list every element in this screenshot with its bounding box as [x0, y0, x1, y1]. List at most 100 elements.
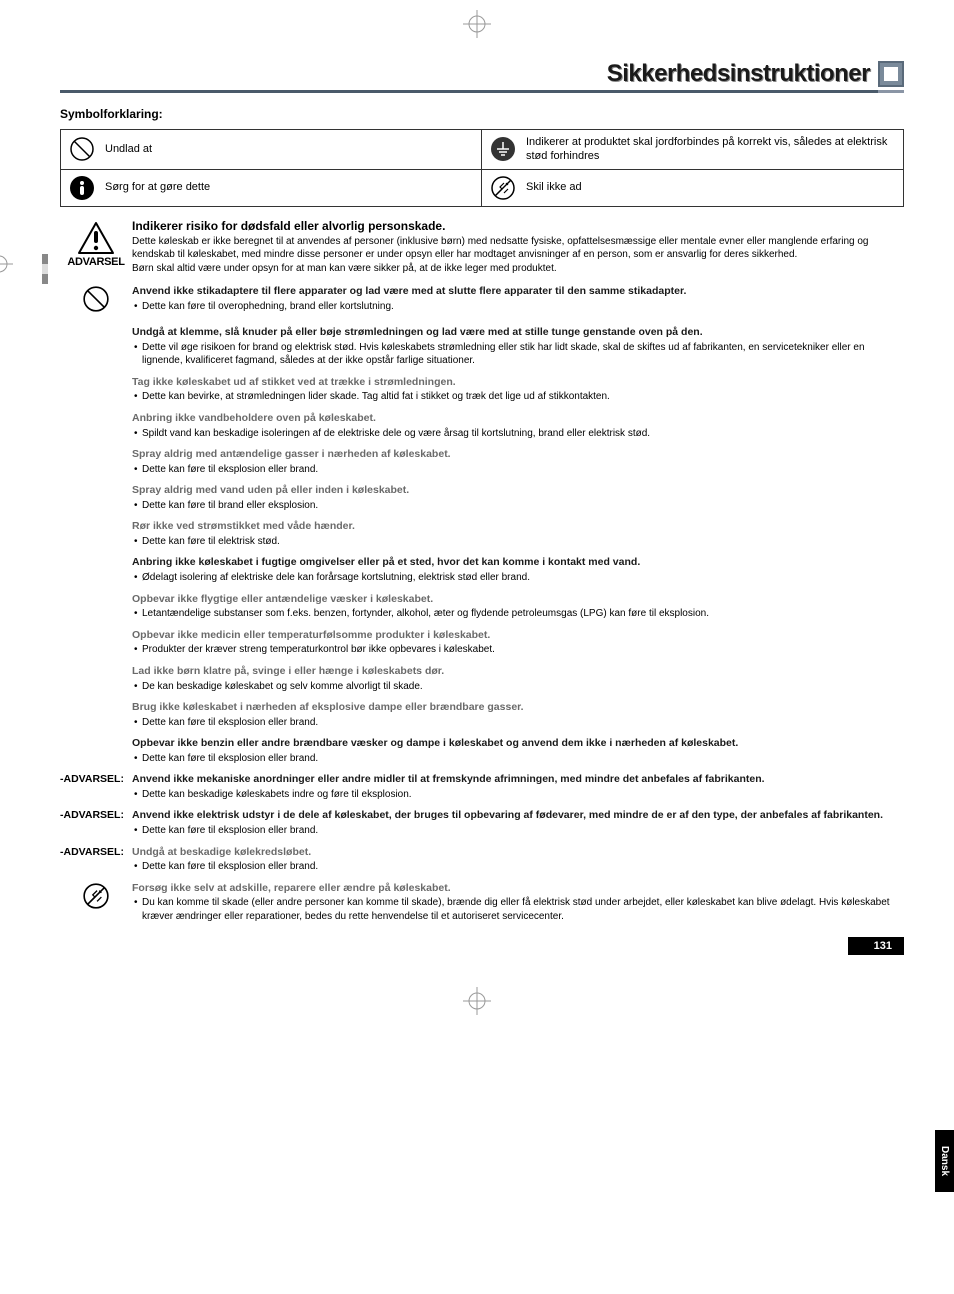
symbol-legend-heading: Symbolforklaring: — [60, 107, 904, 121]
safety-item: Undgå at klemme, slå knuder på eller bøj… — [132, 326, 904, 368]
item-head: Spray aldrig med antændelige gasser i næ… — [132, 448, 904, 462]
warning-triangle-icon — [77, 221, 115, 255]
registration-mark-left — [0, 250, 13, 278]
legend-cell-ground: Indikerer at produktet skal jordforbinde… — [482, 130, 903, 169]
safety-item: Spray aldrig med vand uden på eller inde… — [132, 484, 904, 512]
item-icon-col — [60, 665, 132, 693]
item-body: Anbring ikke vandbeholdere oven på køles… — [132, 412, 904, 440]
prohibit-icon — [69, 136, 95, 162]
item-bullet: Dette kan føre til brand eller eksplosio… — [132, 499, 904, 513]
item-icon-col — [60, 629, 132, 657]
warning-title: Indikerer risiko for dødsfald eller alvo… — [132, 219, 904, 233]
safety-item: Anbring ikke vandbeholdere oven på køles… — [132, 412, 904, 440]
item-bullet: Dette kan bevirke, at strømledningen lid… — [132, 390, 904, 404]
item-body: Spray aldrig med antændelige gasser i næ… — [132, 448, 904, 476]
symbol-legend-table: Undlad at Indikerer at produktet skal jo… — [60, 129, 904, 207]
safety-item: Brug ikke køleskabet i nærheden af ekspl… — [132, 701, 904, 729]
item-head: Spray aldrig med vand uden på eller inde… — [132, 484, 904, 498]
must-do-icon — [69, 175, 95, 201]
item-icon-col — [60, 448, 132, 476]
item-head: Brug ikke køleskabet i nærheden af ekspl… — [132, 701, 904, 715]
item-bullet: Dette kan føre til eksplosion eller bran… — [132, 463, 904, 477]
item-icon-col — [60, 376, 132, 404]
safety-item: Anvend ikke stikadaptere til flere appar… — [132, 285, 904, 318]
safety-item: Lad ikke børn klatre på, svinge i eller … — [132, 665, 904, 693]
legend-cell-no-disassemble: Skil ikke ad — [482, 170, 903, 206]
page-number: 131 — [848, 937, 904, 955]
language-side-tab: Dansk — [935, 1130, 954, 1192]
safety-item: Anbring ikke køleskabet i fugtige omgive… — [132, 556, 904, 584]
item-body: Undgå at klemme, slå knuder på eller bøj… — [132, 326, 904, 368]
prohibit-icon — [82, 285, 110, 313]
safety-item: Opbevar ikke flygtige eller antændelige … — [132, 593, 904, 621]
legend-text-undlad: Undlad at — [105, 142, 473, 156]
registration-mark-bottom — [463, 987, 491, 1015]
header-rule — [60, 90, 904, 93]
page-title: Sikkerhedsinstruktioner — [60, 60, 878, 88]
advarsel-row: -ADVARSEL:Anvend ikke mekaniske anordnin… — [60, 773, 904, 801]
safety-item: Opbevar ikke benzin eller andre brændbar… — [132, 737, 904, 765]
last-item-row: Forsøg ikke selv at adskille, reparere e… — [60, 882, 904, 924]
no-disassemble-icon — [490, 175, 516, 201]
item-body: Rør ikke ved strømstikket med våde hænde… — [132, 520, 904, 548]
item-head: Undgå at klemme, slå knuder på eller bøj… — [132, 326, 904, 340]
item-body: Lad ikke børn klatre på, svinge i eller … — [132, 665, 904, 693]
item-body: Opbevar ikke benzin eller andre brændbar… — [132, 737, 904, 765]
last-item-head: Forsøg ikke selv at adskille, reparere e… — [132, 882, 904, 896]
advarsel-label: -ADVARSEL: — [60, 773, 132, 801]
item-head: Anvend ikke stikadaptere til flere appar… — [132, 285, 904, 299]
item-body: Anvend ikke stikadaptere til flere appar… — [132, 285, 904, 318]
page-header: Sikkerhedsinstruktioner — [60, 60, 904, 88]
safety-item: Spray aldrig med antændelige gasser i næ… — [132, 448, 904, 476]
advarsel-head: Anvend ikke mekaniske anordninger eller … — [132, 773, 904, 787]
item-icon-col — [60, 593, 132, 621]
side-marker-left — [42, 254, 48, 284]
item-bullet: Ødelagt isolering af elektriske dele kan… — [132, 571, 904, 585]
item-icon-col — [60, 326, 132, 368]
item-body: Anbring ikke køleskabet i fugtige omgive… — [132, 556, 904, 584]
advarsel-row: -ADVARSEL:Anvend ikke elektrisk udstyr i… — [60, 809, 904, 837]
item-head: Opbevar ikke flygtige eller antændelige … — [132, 593, 904, 607]
safety-items-list: Anvend ikke stikadaptere til flere appar… — [132, 285, 904, 765]
advarsel-head: Anvend ikke elektrisk udstyr i de dele a… — [132, 809, 904, 823]
item-bullet: Dette kan føre til overophedning, brand … — [132, 300, 904, 314]
header-square-icon — [878, 61, 904, 87]
item-body: Spray aldrig med vand uden på eller inde… — [132, 484, 904, 512]
advarsel-bullet: Dette kan føre til eksplosion eller bran… — [132, 860, 904, 874]
item-body: Opbevar ikke medicin eller temperaturføl… — [132, 629, 904, 657]
item-icon-col — [60, 556, 132, 584]
advarsel-body: Anvend ikke mekaniske anordninger eller … — [132, 773, 904, 801]
item-icon-col — [60, 412, 132, 440]
no-disassemble-icon — [82, 882, 110, 910]
item-icon-col — [60, 520, 132, 548]
legend-text-skil: Skil ikke ad — [526, 180, 895, 194]
item-icon-col — [60, 701, 132, 729]
advarsel-list: -ADVARSEL:Anvend ikke mekaniske anordnin… — [60, 773, 904, 873]
safety-item: Tag ikke køleskabet ud af stikket ved at… — [132, 376, 904, 404]
last-item-bullet: Du kan komme til skade (eller andre pers… — [132, 896, 904, 923]
item-body: Brug ikke køleskabet i nærheden af ekspl… — [132, 701, 904, 729]
item-icon-col — [60, 285, 132, 318]
warning-label: ADVARSEL — [60, 256, 132, 268]
item-icon-col — [60, 737, 132, 765]
item-head: Anbring ikke vandbeholdere oven på køles… — [132, 412, 904, 426]
advarsel-row: -ADVARSEL:Undgå at beskadige kølekredslø… — [60, 846, 904, 874]
advarsel-bullet: Dette kan føre til eksplosion eller bran… — [132, 824, 904, 838]
item-head: Tag ikke køleskabet ud af stikket ved at… — [132, 376, 904, 390]
item-head: Lad ikke børn klatre på, svinge i eller … — [132, 665, 904, 679]
advarsel-label: -ADVARSEL: — [60, 846, 132, 874]
item-bullet: Dette kan føre til elektrisk stød. — [132, 535, 904, 549]
item-bullet: Dette vil øge risikoen for brand og elek… — [132, 341, 904, 368]
advarsel-head: Undgå at beskadige kølekredsløbet. — [132, 846, 904, 860]
warning-block: ADVARSEL Indikerer risiko for dødsfald e… — [60, 219, 904, 276]
legend-text-ground: Indikerer at produktet skal jordforbinde… — [526, 135, 895, 164]
advarsel-body: Anvend ikke elektrisk udstyr i de dele a… — [132, 809, 904, 837]
legend-text-sorg: Sørg for at gøre dette — [105, 180, 473, 194]
item-bullet: De kan beskadige køleskabet og selv komm… — [132, 680, 904, 694]
advarsel-bullet: Dette kan beskadige køleskabets indre og… — [132, 788, 904, 802]
ground-icon — [490, 136, 516, 162]
advarsel-body: Undgå at beskadige kølekredsløbet.Dette … — [132, 846, 904, 874]
item-icon-col — [60, 484, 132, 512]
item-head: Opbevar ikke benzin eller andre brændbar… — [132, 737, 904, 751]
warning-text: Dette køleskab er ikke beregnet til at a… — [132, 235, 904, 276]
